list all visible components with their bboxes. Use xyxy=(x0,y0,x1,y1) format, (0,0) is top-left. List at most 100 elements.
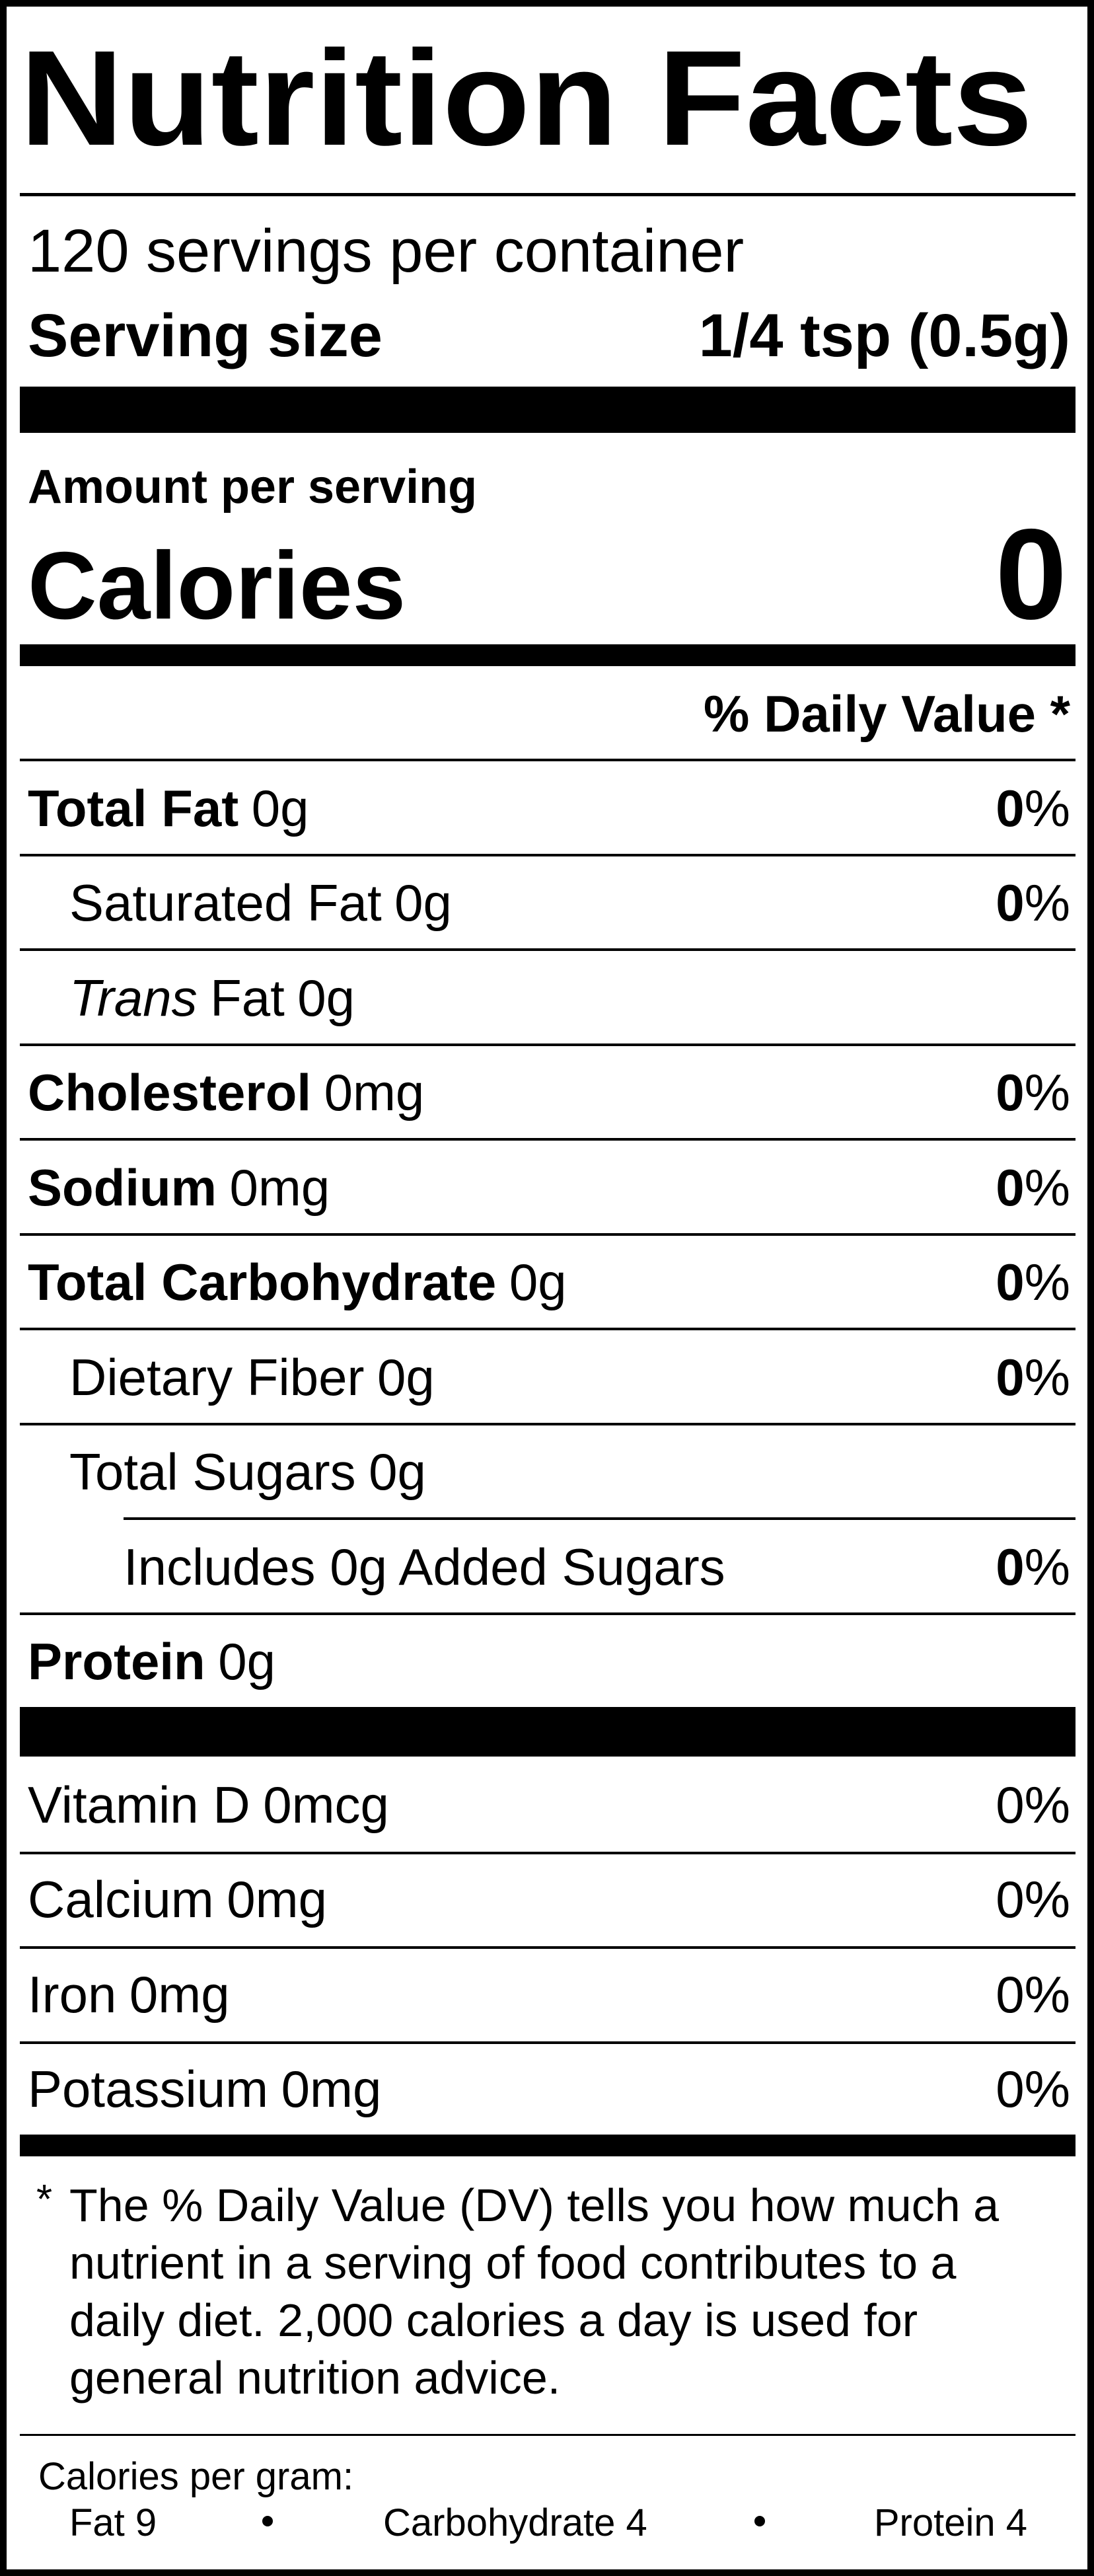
vitamin-daily-value: 0% xyxy=(996,1874,1070,1925)
nutrient-amount: 0mg xyxy=(229,1158,330,1217)
rule xyxy=(124,1517,1076,1520)
daily-value-number: 0 xyxy=(996,1253,1025,1312)
nutrient-name: Total Carbohydrate 0g xyxy=(28,1256,567,1308)
daily-value-number: 0 xyxy=(996,874,1025,932)
vitamin-name: Vitamin D 0mcg xyxy=(28,1779,389,1831)
daily-value-number: 0 xyxy=(996,1063,1025,1122)
servings-per-container: 120 servings per container xyxy=(28,217,745,285)
nutrient-name: Saturated Fat 0g xyxy=(69,877,452,928)
nutrient-name: Total Sugars 0g xyxy=(69,1446,426,1497)
nutrient-name: Cholesterol xyxy=(28,1063,312,1122)
nutrient-amount: 0g xyxy=(297,968,355,1027)
vitamin-name: Iron 0mg xyxy=(28,1969,230,2020)
nutrient-name: Dietary Fiber 0g xyxy=(69,1351,435,1403)
rule xyxy=(20,2041,1076,2044)
rule xyxy=(20,1232,1076,1236)
vitamin-amount: 0mg xyxy=(281,2060,382,2119)
daily-value-number: 0 xyxy=(996,1775,1025,1834)
vitamin-amount: 0mcg xyxy=(263,1775,389,1834)
vitamin-daily-value: 0% xyxy=(996,1969,1070,2020)
vitamin-name: Iron xyxy=(28,1965,117,2024)
rule xyxy=(20,759,1076,761)
serving-size-label: Serving size xyxy=(28,302,383,370)
nutrient-amount: 0g xyxy=(509,1253,567,1312)
rule xyxy=(20,948,1076,951)
nutrient-amount: 0g xyxy=(251,778,309,837)
daily-value-unit: % xyxy=(1024,1775,1070,1834)
daily-value-unit: % xyxy=(1024,1537,1070,1596)
nutrient-name: Sodium 0mg xyxy=(28,1162,330,1213)
nutrient-name: Saturated Fat xyxy=(69,874,382,932)
title: Nutrition Facts xyxy=(20,22,1033,174)
daily-value-number: 0 xyxy=(996,1870,1025,1929)
calories-per-gram-item: Fat 9 xyxy=(69,2501,157,2544)
rule xyxy=(20,193,1076,196)
vitamin-name: Vitamin D xyxy=(28,1775,250,1834)
calories-label: Calories xyxy=(28,532,406,640)
rule xyxy=(20,853,1076,856)
daily-value-number: 0 xyxy=(996,1537,1025,1596)
nutrient-name: Cholesterol 0mg xyxy=(28,1067,424,1118)
nutrient-name: Includes 0g Added Sugars xyxy=(124,1537,725,1596)
nutrient-amount: 0g xyxy=(377,1347,435,1406)
vitamin-daily-value: 0% xyxy=(996,1779,1070,1831)
nutrient-name: Fat xyxy=(210,968,285,1027)
daily-value: 0% xyxy=(996,1351,1070,1403)
serving-size-value: 1/4 tsp (0.5g) xyxy=(698,302,1070,370)
thick-rule xyxy=(20,387,1076,433)
rule xyxy=(20,1612,1076,1615)
daily-value: 0% xyxy=(996,1162,1070,1213)
daily-value-number: 0 xyxy=(996,1347,1025,1406)
nutrient-name: Includes 0g Added Sugars xyxy=(124,1541,725,1593)
rule xyxy=(20,1851,1076,1854)
daily-value: 0% xyxy=(996,1067,1070,1118)
daily-value: 0% xyxy=(996,877,1070,928)
daily-value-unit: % xyxy=(1024,1870,1070,1929)
vitamin-amount: 0mg xyxy=(129,1965,230,2024)
nutrient-amount: 0mg xyxy=(324,1063,425,1122)
rule xyxy=(20,1138,1076,1141)
nutrient-name: Dietary Fiber xyxy=(69,1347,365,1406)
bullet xyxy=(754,2516,765,2526)
vitamin-name: Potassium 0mg xyxy=(28,2063,381,2115)
nutrient-name: Trans Fat 0g xyxy=(69,972,355,1024)
daily-value: 0% xyxy=(996,1256,1070,1308)
daily-value-number: 0 xyxy=(996,2060,1025,2119)
vitamin-name: Calcium 0mg xyxy=(28,1874,327,1925)
rule xyxy=(20,1422,1076,1425)
nutrient-amount: 0g xyxy=(218,1632,275,1691)
nutrient-name: Total Sugars xyxy=(69,1443,356,1501)
daily-value-unit: % xyxy=(1024,874,1070,932)
nutrient-amount: 0g xyxy=(369,1443,426,1501)
calories-value: 0 xyxy=(995,502,1067,646)
nutrient-name: Sodium xyxy=(28,1158,217,1217)
thick-rule xyxy=(20,2135,1076,2156)
nutrient-name: Total Fat 0g xyxy=(28,782,309,834)
daily-value-unit: % xyxy=(1024,1347,1070,1406)
daily-value-number: 0 xyxy=(996,1158,1025,1217)
footnote-text: The % Daily Value (DV) tells you how muc… xyxy=(69,2179,1000,2404)
thick-rule xyxy=(20,1707,1076,1757)
daily-value-unit: % xyxy=(1024,1158,1070,1217)
rule xyxy=(20,1328,1076,1330)
rule xyxy=(20,1043,1076,1046)
nutrient-name: Total Carbohydrate xyxy=(28,1253,497,1312)
daily-value: 0% xyxy=(996,782,1070,834)
calories-per-gram-item: Protein 4 xyxy=(873,2501,1027,2544)
daily-value-unit: % xyxy=(1024,1063,1070,1122)
nutrient-amount: 0g xyxy=(394,874,452,932)
amount-per-serving: Amount per serving xyxy=(28,461,478,514)
vitamin-name: Calcium xyxy=(28,1870,214,1929)
nutrient-name: Protein xyxy=(28,1632,205,1691)
rule xyxy=(20,2434,1076,2436)
daily-value: 0% xyxy=(996,1541,1070,1593)
daily-value-number: 0 xyxy=(996,1965,1025,2024)
daily-value-header: % Daily Value * xyxy=(704,684,1070,743)
vitamin-daily-value: 0% xyxy=(996,2063,1070,2115)
rule xyxy=(20,1946,1076,1949)
nutrient-name: Total Fat xyxy=(28,778,239,837)
calories-per-gram-item: Carbohydrate 4 xyxy=(383,2501,647,2544)
daily-value-number: 0 xyxy=(996,778,1025,837)
